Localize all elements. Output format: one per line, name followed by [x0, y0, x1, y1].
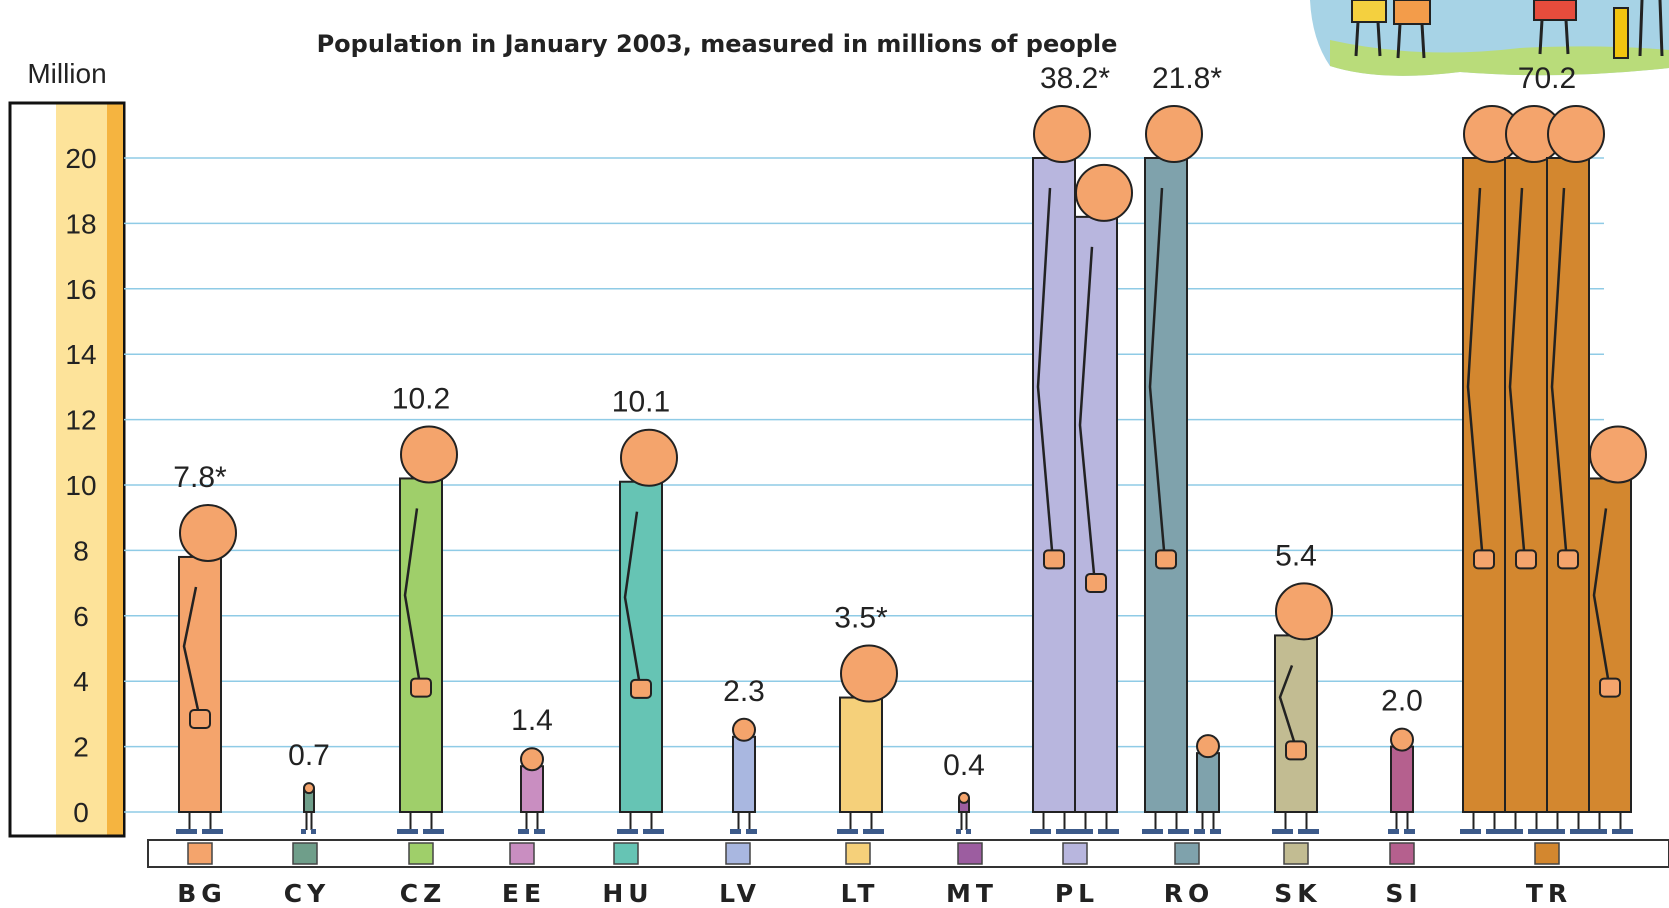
legend-code: MT — [946, 879, 998, 908]
y-tick-label: 14 — [65, 339, 96, 370]
bar — [956, 791, 971, 834]
value-label: 0.7 — [288, 739, 330, 772]
legend-swatch — [1534, 842, 1560, 865]
legend-swatch — [292, 842, 318, 865]
bars — [176, 105, 1647, 834]
legend-code: EE — [502, 879, 546, 908]
y-tick-label: 6 — [73, 601, 89, 632]
value-label: 38.2* — [1040, 62, 1110, 95]
y-tick-label: 12 — [65, 405, 96, 436]
value-labels: 7.8* 0.7 10.2 1.4 10.1 2.3 3.5* 0.4 38.2* 21.8* 5.… — [173, 62, 1576, 782]
legend-code: LT — [841, 879, 880, 908]
bar — [1030, 105, 1091, 834]
y-axis-label: Million — [27, 58, 106, 89]
y-axis-ticks: 0 2 4 6 8 10 12 14 16 18 20 — [65, 143, 96, 828]
chart-title: Population in January 2003, measured in … — [317, 30, 1118, 58]
legend-swatch — [187, 842, 213, 865]
legend-code: LV — [719, 879, 761, 908]
legend-swatch — [725, 842, 751, 865]
bar — [301, 782, 316, 834]
bar — [518, 747, 545, 834]
legend-swatch — [509, 842, 535, 865]
y-tick-label: 10 — [65, 470, 96, 501]
legend-code: PL — [1055, 879, 1099, 908]
legend-code: SK — [1274, 879, 1321, 908]
bar — [1272, 582, 1333, 834]
value-label: 2.3 — [723, 675, 765, 708]
legend: BG CY CZ EE HU LV LT MT PL RO SK SI TR — [177, 842, 1572, 908]
bar — [837, 644, 898, 834]
bar — [176, 503, 237, 834]
value-label: 21.8* — [1152, 62, 1222, 95]
legend-code: CZ — [400, 879, 446, 908]
y-tick-label: 0 — [73, 797, 89, 828]
bar — [1194, 734, 1221, 834]
bar — [617, 428, 678, 834]
value-label: 10.2 — [392, 382, 450, 415]
value-label: 0.4 — [943, 749, 985, 782]
bar — [1502, 105, 1563, 834]
legend-code: CY — [284, 879, 330, 908]
legend-swatch — [1389, 842, 1415, 865]
value-label: 5.4 — [1275, 539, 1317, 572]
value-label: 1.4 — [511, 704, 553, 737]
y-tick-label: 18 — [65, 208, 96, 239]
y-tick-label: 4 — [73, 666, 89, 697]
legend-code: HU — [602, 879, 653, 908]
legend-swatch — [957, 842, 983, 865]
legend-swatch — [613, 842, 639, 865]
value-label: 70.2 — [1518, 62, 1576, 95]
legend-swatch — [845, 842, 871, 865]
bar — [1544, 105, 1605, 834]
value-label: 3.5* — [834, 602, 888, 635]
value-label: 10.1 — [612, 386, 670, 419]
bar — [397, 425, 458, 834]
bar — [730, 717, 757, 834]
legend-code: BG — [177, 879, 227, 908]
bar — [1388, 727, 1415, 834]
y-tick-label: 20 — [65, 143, 96, 174]
legend-swatch — [1283, 842, 1309, 865]
legend-swatch — [1062, 842, 1088, 865]
bar — [1586, 425, 1647, 834]
legend-code: TR — [1526, 879, 1572, 908]
legend-code: RO — [1164, 879, 1215, 908]
grid-lines — [124, 157, 1604, 813]
value-label: 2.0 — [1381, 685, 1423, 718]
y-tick-label: 2 — [73, 732, 89, 763]
bar — [1142, 105, 1203, 834]
legend-code: SI — [1385, 879, 1422, 908]
y-tick-label: 16 — [65, 274, 96, 305]
y-tick-label: 8 — [73, 535, 89, 566]
y-axis-ruler — [8, 101, 126, 838]
legend-strip — [147, 839, 1669, 868]
bar — [1072, 163, 1133, 834]
legend-swatch — [1174, 842, 1200, 865]
corner-illustration — [1310, 0, 1669, 76]
bar — [1460, 105, 1521, 834]
legend-swatch — [408, 842, 434, 865]
value-label: 7.8* — [173, 461, 227, 494]
